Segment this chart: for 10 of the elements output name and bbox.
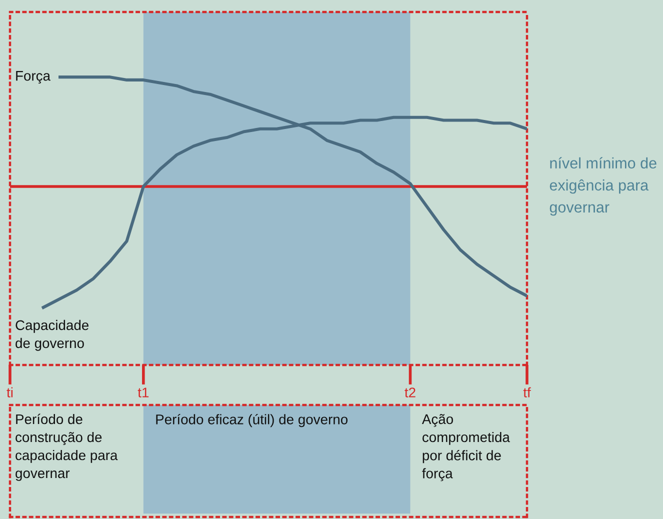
x-tick-label: t1 — [138, 388, 149, 398]
series-label: Força — [16, 71, 51, 84]
x-tick-label: ti — [6, 387, 13, 398]
x-tick-label: t2 — [404, 388, 416, 398]
text: Período eficaz (útil) de governo — [156, 414, 348, 428]
text: Capacidade de governo — [16, 320, 89, 351]
ref-line-label: nível mínimo de exigência para governar — [550, 157, 656, 216]
text: Período de construção de capacidade para governar — [16, 414, 118, 481]
text: Ação comprometida por déficit de força — [422, 414, 510, 482]
x-tick-label: tf — [523, 387, 531, 398]
